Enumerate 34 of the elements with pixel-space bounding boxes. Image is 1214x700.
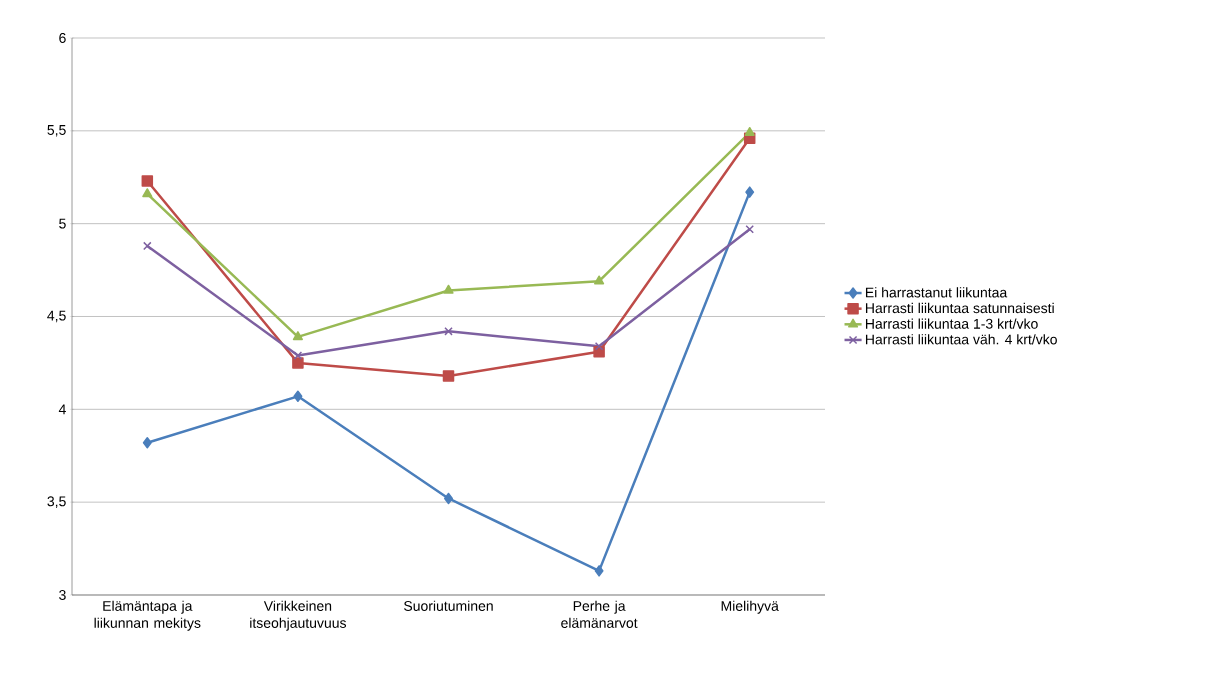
- point: [442, 370, 455, 382]
- x-tick-label: Perhe ja elämänarvot: [561, 600, 638, 628]
- y-tick-label: 4,5: [47, 310, 66, 323]
- point: [141, 175, 154, 187]
- point: [142, 436, 152, 449]
- y-tick-label: 5,5: [47, 125, 66, 137]
- point: [444, 327, 453, 336]
- point: [745, 186, 755, 198]
- legend-label: Ei harrastanut liikuntaa: [865, 287, 1008, 298]
- x-tick-label: Elämäntapa ja liikunnan mekitys: [94, 600, 201, 631]
- point: [594, 275, 605, 285]
- point: [143, 241, 152, 251]
- point: [594, 565, 604, 577]
- y-tick-label: 3,5: [47, 496, 66, 508]
- point: [142, 188, 153, 198]
- point: [443, 284, 454, 294]
- legend-label: Harrasti liikuntaa väh. 4 krt/vko: [865, 334, 1057, 345]
- x-tick-label: Virikkeinen itseohjautuvuus: [250, 600, 347, 631]
- legend-label: Harrasti liikuntaa 1-3 krt/vko: [865, 318, 1038, 329]
- point: [293, 390, 303, 403]
- y-tick-label: 4: [58, 404, 66, 415]
- x-tick-label: Suoriutuminen: [404, 600, 493, 611]
- point: [444, 492, 454, 505]
- point: [292, 357, 304, 369]
- legend-label: Harrasti liikuntaa satunnaisesti: [865, 302, 1054, 314]
- point: [292, 331, 303, 341]
- point: [744, 126, 755, 136]
- point: [745, 224, 754, 234]
- x-tick-label: Mielihyvä: [721, 600, 779, 614]
- y-tick-label: 6: [59, 33, 66, 43]
- y-tick-label: 5: [59, 218, 66, 229]
- point: [293, 351, 303, 360]
- y-tick-label: 3: [59, 590, 66, 600]
- point: [594, 341, 604, 351]
